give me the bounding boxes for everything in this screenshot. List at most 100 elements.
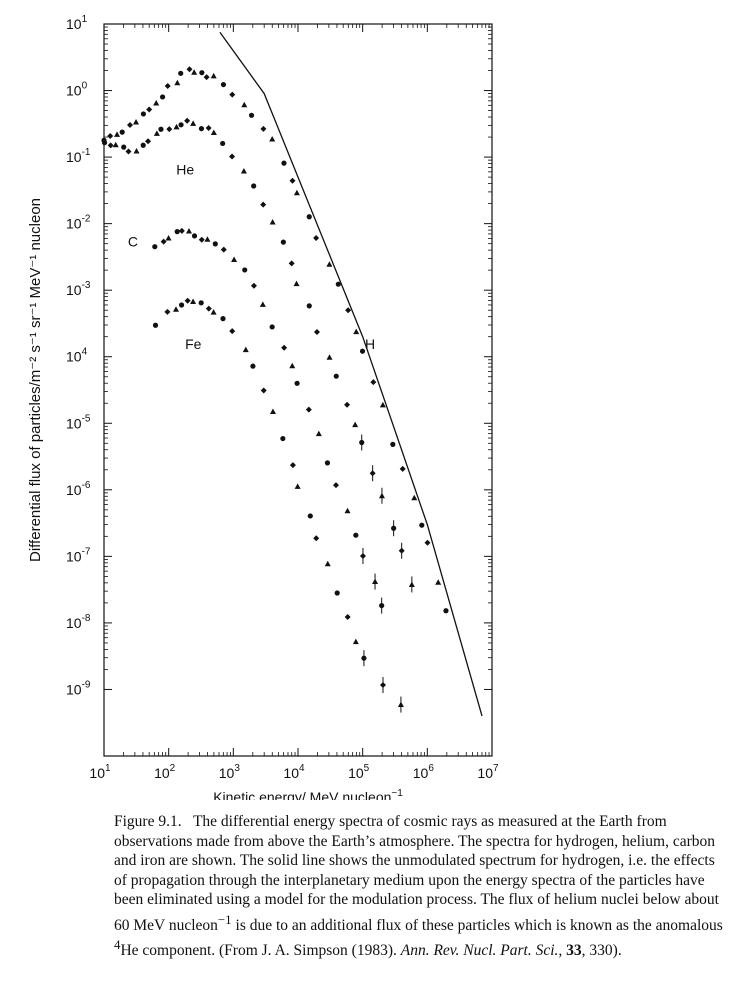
data-points [101, 66, 449, 713]
data-point [164, 82, 171, 89]
y-tick-label: 10-6 [66, 480, 91, 498]
y-tick-label: 10-9 [66, 679, 91, 697]
data-point [411, 494, 418, 501]
data-point [333, 373, 339, 379]
data-point [220, 246, 227, 253]
data-point [332, 482, 339, 489]
data-point [424, 539, 431, 546]
data-point [160, 238, 167, 245]
caption-sup: −1 [217, 911, 232, 927]
data-point [158, 126, 164, 132]
data-point [199, 70, 205, 76]
data-point [443, 608, 449, 614]
series-he [101, 117, 415, 593]
series-label-h: H [365, 336, 375, 352]
data-point [269, 408, 276, 415]
data-point [178, 70, 184, 76]
data-point [133, 119, 140, 125]
data-point [260, 387, 267, 394]
data-point [306, 303, 312, 309]
data-point [344, 401, 351, 408]
x-axis-title: Kinetic energy/ MeV nucleon−1 [213, 788, 403, 800]
data-point [152, 322, 159, 328]
data-point [259, 301, 266, 307]
x-tick-label: 102 [154, 763, 176, 781]
data-point [198, 236, 205, 243]
plot-axes: 101 102 103 104 105 106 107 101 100 10-1 10-2 10-3 1… [27, 14, 499, 800]
data-point [198, 126, 205, 132]
y-tick-label: 10-5 [66, 413, 91, 431]
data-point [390, 441, 396, 447]
data-point [334, 590, 340, 596]
data-point [174, 79, 181, 86]
data-point [127, 121, 134, 128]
data-point [174, 229, 180, 235]
data-point [146, 106, 153, 113]
data-point [344, 507, 351, 514]
y-tick-label: 100 [66, 81, 88, 99]
data-point [178, 122, 184, 128]
data-point [281, 344, 288, 351]
y-tick-label: 10-2 [66, 214, 91, 232]
caption-text-c: He component. (From J. A. Simpson (1983)… [120, 942, 401, 960]
data-point [220, 316, 226, 322]
data-point [313, 328, 320, 335]
data-point [326, 261, 333, 267]
data-point [305, 406, 312, 413]
data-point [184, 117, 191, 124]
y-tick-label: 10-3 [66, 280, 91, 298]
data-point [269, 324, 275, 330]
data-point [165, 234, 172, 241]
data-point [231, 256, 238, 263]
caption-text-b: is due to an additional flux of these pa… [231, 916, 723, 934]
data-point [353, 532, 359, 538]
data-point [172, 306, 179, 312]
series-label-fe: Fe [185, 336, 202, 352]
y-tick-label: 101 [66, 14, 88, 32]
data-point [294, 483, 301, 489]
data-point [315, 430, 322, 437]
data-point [289, 362, 296, 369]
data-point [229, 91, 236, 98]
data-point [107, 133, 114, 140]
data-point [210, 129, 217, 136]
data-point [313, 235, 320, 242]
x-tick-label: 103 [219, 763, 241, 781]
data-point [133, 147, 140, 154]
data-point [250, 282, 257, 289]
data-point [178, 227, 185, 234]
data-point [324, 460, 331, 466]
x-tick-label: 101 [89, 763, 111, 781]
data-point [370, 379, 377, 386]
data-point [345, 307, 352, 314]
data-point [140, 142, 146, 148]
x-tick-label: 104 [283, 763, 305, 781]
y-tick-label: 10-7 [66, 546, 91, 564]
data-point [210, 72, 217, 79]
data-point [379, 401, 386, 408]
data-point [269, 218, 276, 225]
data-point [353, 328, 360, 335]
data-point [114, 131, 121, 137]
series-h [101, 66, 449, 614]
data-point [288, 260, 295, 267]
series-labels: H He C Fe [128, 161, 375, 352]
data-point [153, 130, 160, 136]
unmodulated-spectrum-line [219, 31, 483, 717]
series-label-he: He [176, 161, 194, 177]
data-point [344, 614, 351, 621]
data-point [280, 239, 286, 245]
data-point [178, 302, 185, 308]
series-label-c: C [128, 234, 138, 250]
data-point [359, 348, 366, 354]
figure-caption: Figure 9.1. The differential energy spec… [114, 812, 724, 961]
data-point [125, 148, 132, 155]
data-point [220, 140, 226, 147]
data-point [352, 638, 359, 645]
data-point [326, 354, 333, 360]
data-point [294, 380, 300, 386]
caption-text-a: The differential energy spectra of cosmi… [114, 813, 719, 934]
data-point [212, 241, 218, 247]
data-point [229, 153, 236, 160]
data-point [205, 125, 212, 132]
